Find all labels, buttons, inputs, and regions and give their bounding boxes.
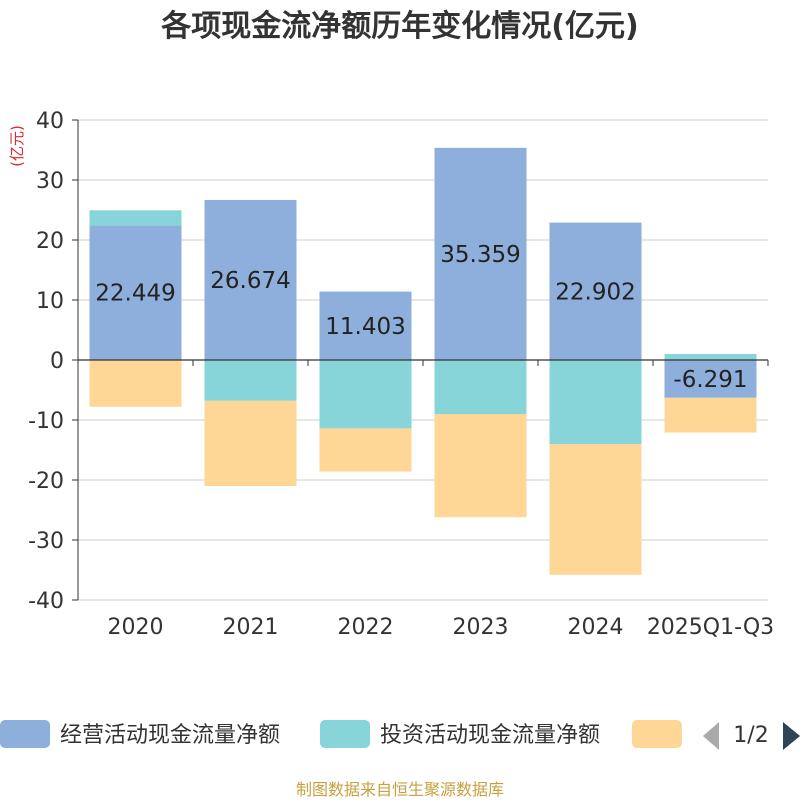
y-tick-label: -30 [28, 529, 64, 554]
legend-page-indicator: 1/2 [733, 723, 768, 748]
axes [77, 120, 769, 600]
x-tick-label: 2025Q1-Q3 [647, 615, 774, 640]
legend-swatch-financing[interactable] [632, 720, 682, 748]
bar-2021-series-2 [204, 400, 297, 486]
bar-2024-series-2 [549, 444, 642, 575]
legend-label-investing[interactable]: 投资活动现金流量净额 [380, 723, 600, 748]
x-tick-label: 2021 [223, 615, 279, 640]
bar-data-labels: 22.449 26.674 11.403 35.359 22.902 -6.291 [95, 242, 747, 393]
x-tick-label: 2024 [568, 615, 624, 640]
legend: 经营活动现金流量净额 投资活动现金流量净额 1/2 [0, 720, 800, 750]
y-tick-label: 0 [50, 349, 64, 374]
y-tick-label: -20 [28, 469, 64, 494]
y-axis-label: (亿元) [8, 125, 26, 167]
bar-2020-series-2 [89, 360, 182, 407]
y-tick-label: -40 [28, 589, 64, 614]
y-tick-label: 30 [36, 169, 64, 194]
legend-label-operating[interactable]: 经营活动现金流量净额 [60, 723, 280, 748]
bar-2024-series-1 [549, 360, 642, 444]
bar-value-label-2023: 35.359 [440, 242, 520, 268]
bar-series [89, 147, 757, 575]
bar-2020-series-1 [89, 210, 182, 226]
x-tick-label: 2022 [338, 615, 394, 640]
bar-2025Q1-Q3-series-0 [664, 360, 757, 398]
bar-2022-series-1 [319, 360, 412, 429]
bar-2024-series-0 [549, 222, 642, 360]
y-tick-label: -10 [28, 409, 64, 434]
legend-prev-page-icon[interactable] [703, 722, 719, 750]
grid-lines [78, 119, 768, 601]
bar-2020-series-0 [89, 225, 182, 360]
legend-next-page-icon[interactable] [783, 722, 800, 750]
bar-value-label-2024: 22.902 [555, 279, 635, 305]
bar-value-label-2021: 26.674 [210, 268, 290, 294]
bar-2022-series-2 [319, 428, 412, 472]
legend-swatch-investing[interactable] [320, 720, 370, 748]
bar-2021-series-1 [204, 360, 297, 401]
chart-title: 各项现金流净额历年变化情况(亿元) [160, 9, 638, 44]
bar-2022-series-0 [319, 291, 412, 360]
bar-2023-series-2 [434, 414, 527, 518]
bar-2023-series-0 [434, 147, 527, 360]
bar-2023-series-1 [434, 360, 527, 414]
legend-swatch-operating[interactable] [0, 720, 50, 748]
bar-value-label-2020: 22.449 [95, 281, 175, 307]
y-tick-label: 40 [36, 109, 64, 134]
bar-value-label-2022: 11.403 [325, 314, 405, 340]
bar-2025Q1-Q3-series-2 [664, 397, 757, 433]
x-tick-label: 2023 [453, 615, 509, 640]
y-tick-label: 20 [36, 229, 64, 254]
y-tick-labels: 40 30 20 10 0 -10 -20 -30 -40 [28, 109, 78, 614]
bar-2021-series-0 [204, 199, 297, 360]
y-tick-label: 10 [36, 289, 64, 314]
x-tick-labels: 2020 2021 2022 2023 2024 2025Q1-Q3 [108, 615, 775, 640]
source-note: 制图数据来自恒生聚源数据库 [296, 780, 504, 799]
bar-value-label-2025Q1-Q3: -6.291 [673, 367, 747, 393]
x-tick-label: 2020 [108, 615, 164, 640]
bar-2025Q1-Q3-series-1 [664, 354, 757, 360]
